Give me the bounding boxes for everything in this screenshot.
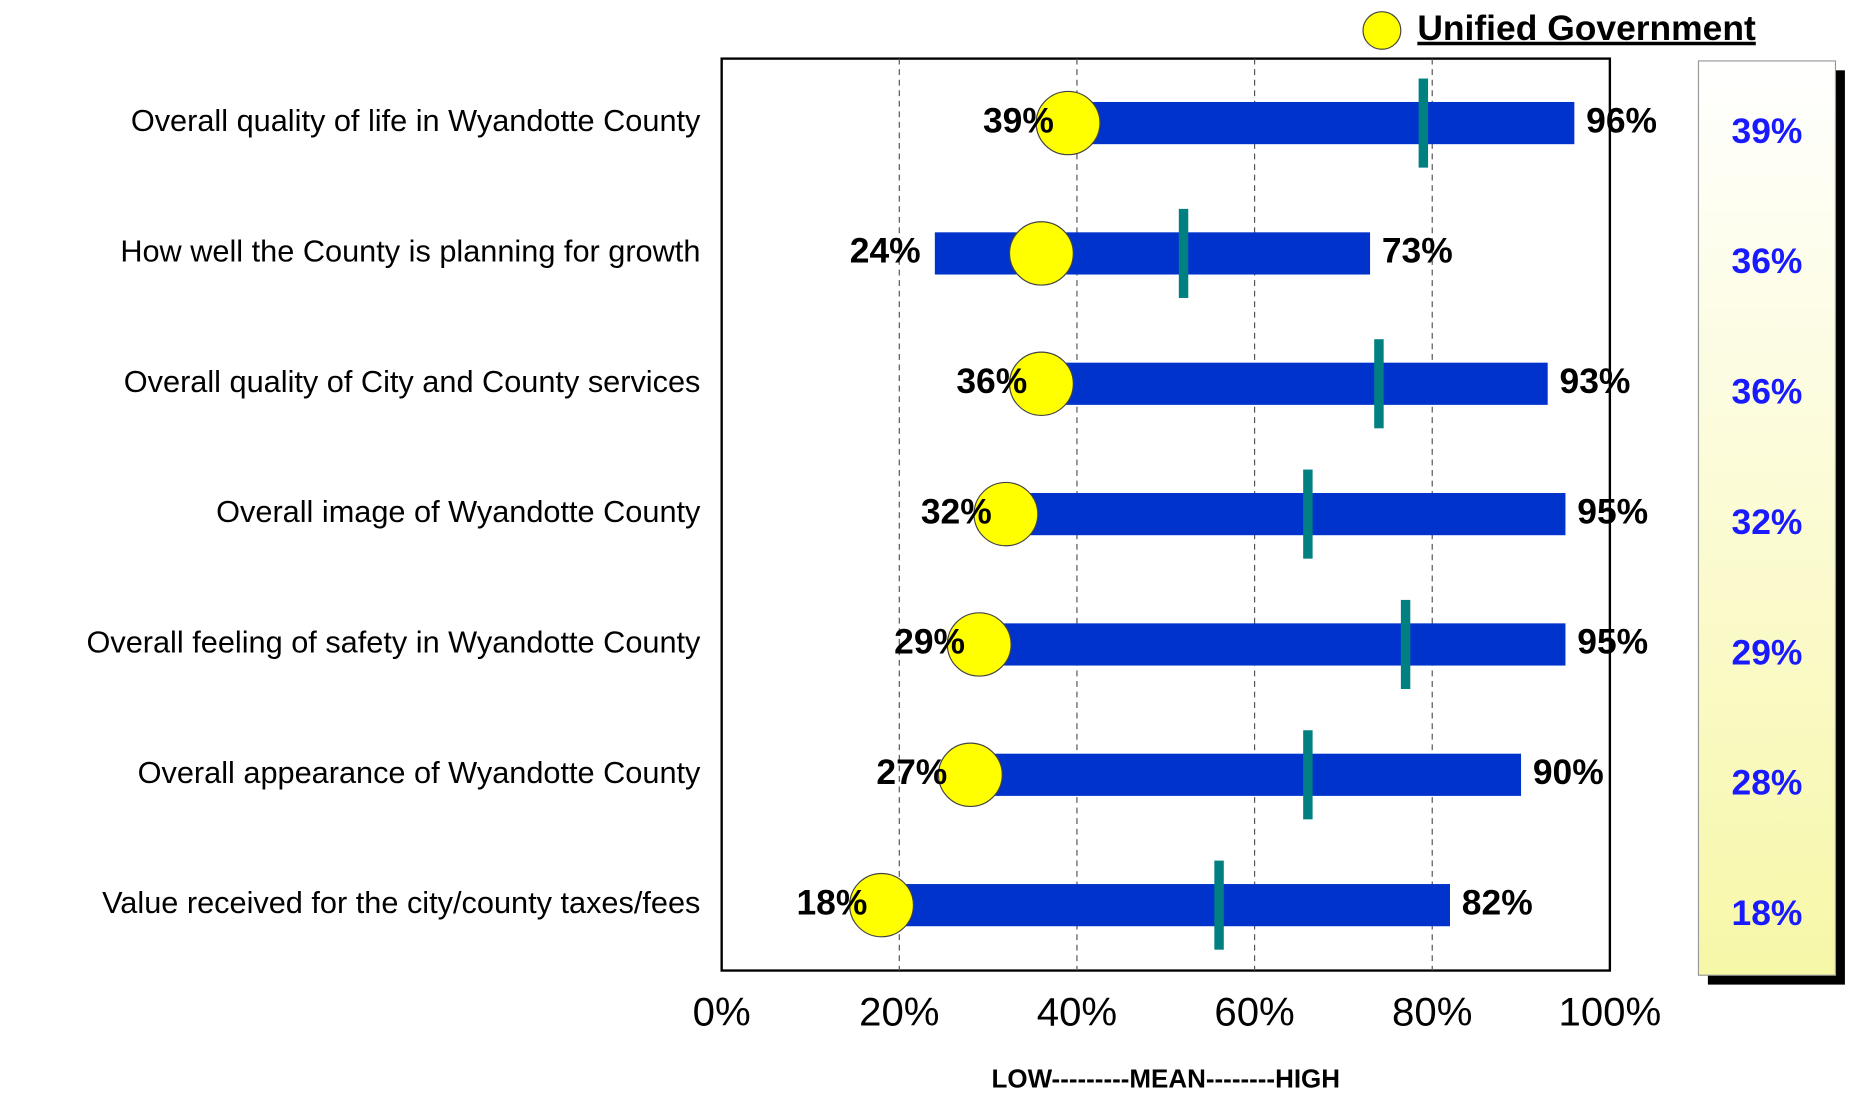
range-bar xyxy=(979,623,1566,666)
mean-tick xyxy=(1214,860,1224,950)
mean-tick xyxy=(1303,730,1313,820)
legend-marker xyxy=(1362,11,1402,50)
x-tick-label: 80% xyxy=(1392,991,1472,1035)
category-label: How well the County is planning for grow… xyxy=(120,235,700,269)
ug-marker xyxy=(973,481,1039,547)
side-value: 39% xyxy=(1732,112,1803,151)
low-label: 24% xyxy=(850,232,921,271)
ug-marker xyxy=(946,612,1012,677)
x-axis-label: LOW---------MEAN--------HIGH xyxy=(992,1066,1341,1094)
range-bar xyxy=(1005,493,1566,536)
high-label: 95% xyxy=(1577,493,1648,532)
high-label: 96% xyxy=(1586,101,1657,140)
x-tick-label: 40% xyxy=(1037,991,1117,1035)
high-label: 82% xyxy=(1462,884,1533,923)
ug-marker xyxy=(1035,90,1101,156)
category-label: Overall image of Wyandotte County xyxy=(216,495,701,529)
mean-tick xyxy=(1303,469,1313,559)
high-label: 95% xyxy=(1577,623,1648,662)
plot-frame xyxy=(720,57,1612,972)
side-value: 28% xyxy=(1732,764,1803,803)
low-label: 32% xyxy=(921,493,992,532)
ug-marker xyxy=(1008,221,1074,286)
side-value: 36% xyxy=(1732,373,1803,412)
range-bar xyxy=(1041,362,1548,405)
low-label: 27% xyxy=(876,753,947,792)
range-bar xyxy=(881,884,1450,927)
side-value: 32% xyxy=(1732,503,1803,542)
low-label: 36% xyxy=(956,362,1027,401)
side-value: 29% xyxy=(1732,633,1803,672)
x-tick-label: 60% xyxy=(1214,991,1294,1035)
side-box xyxy=(1697,60,1837,976)
legend-label: Unified Government xyxy=(1417,9,1756,48)
low-label: 39% xyxy=(983,101,1054,140)
category-label: Overall appearance of Wyandotte County xyxy=(138,756,701,790)
mean-tick xyxy=(1178,208,1189,298)
side-value: 36% xyxy=(1732,242,1803,281)
high-label: 93% xyxy=(1560,362,1631,401)
high-label: 73% xyxy=(1382,232,1453,271)
low-label: 29% xyxy=(894,623,965,662)
category-label: Overall feeling of safety in Wyandotte C… xyxy=(86,626,701,660)
ug-marker xyxy=(849,872,915,938)
range-bar xyxy=(1068,101,1575,145)
x-tick-label: 100% xyxy=(1559,991,1662,1035)
mean-tick xyxy=(1418,78,1429,168)
category-label: Overall quality of City and County servi… xyxy=(124,365,701,399)
x-tick-label: 20% xyxy=(859,991,939,1035)
category-label: Overall quality of life in Wyandotte Cou… xyxy=(131,104,701,138)
range-bar xyxy=(961,753,1522,796)
ug-marker xyxy=(1008,351,1074,416)
range-bar xyxy=(934,232,1371,275)
ug-marker xyxy=(937,742,1003,808)
x-tick-label: 0% xyxy=(693,991,751,1035)
mean-tick xyxy=(1400,599,1411,689)
side-value: 18% xyxy=(1732,894,1803,933)
category-label: Value received for the city/county taxes… xyxy=(102,886,700,920)
low-label: 18% xyxy=(796,884,867,923)
high-label: 90% xyxy=(1533,753,1604,792)
mean-tick xyxy=(1374,339,1384,429)
